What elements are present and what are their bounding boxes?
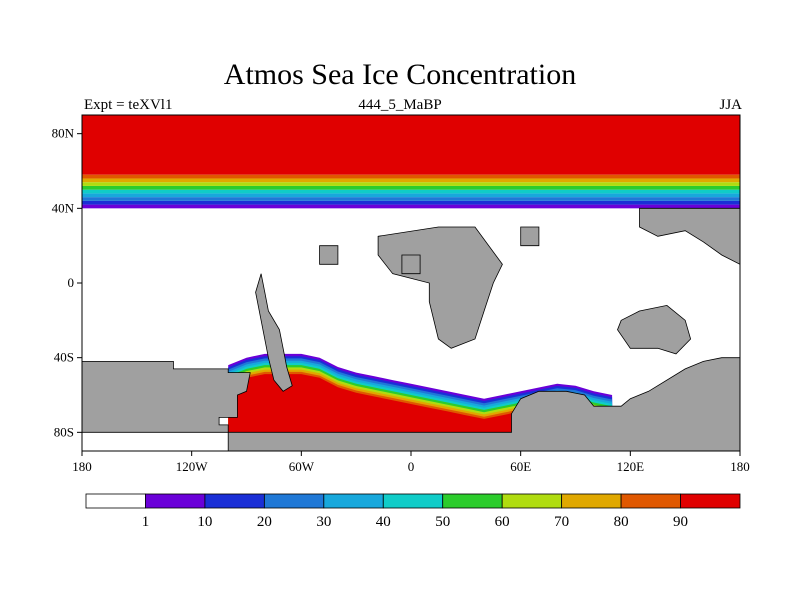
x-tick-label: 180 xyxy=(72,459,92,474)
colorbar-segment xyxy=(680,493,741,509)
x-tick-label: 60W xyxy=(289,459,315,474)
period-label: 444_5_MaBP xyxy=(358,97,442,113)
island-1 xyxy=(319,245,339,265)
north-ice-band-1 xyxy=(82,204,740,209)
colorbar-segment xyxy=(620,493,681,509)
colorbar-segment xyxy=(382,493,444,509)
island-2 xyxy=(520,226,540,247)
colorbar-segment xyxy=(561,493,622,509)
north-ice-band-4 xyxy=(82,193,740,198)
x-tick-label: 120W xyxy=(176,459,209,474)
season-label: JJA xyxy=(719,97,742,113)
y-tick-label: 80N xyxy=(52,126,75,141)
y-tick-label: 40N xyxy=(52,200,75,215)
chart-title: Atmos Sea Ice Concentration xyxy=(223,58,577,91)
colorbar-label: 30 xyxy=(316,514,331,530)
map-area xyxy=(82,115,740,451)
y-tick-label: 40S xyxy=(54,350,74,365)
x-tick-label: 60E xyxy=(510,459,531,474)
north-ice-band-8 xyxy=(82,178,740,183)
north-ice-band-3 xyxy=(82,197,740,201)
colorbar-segment xyxy=(501,493,563,509)
antarctica xyxy=(82,357,740,451)
x-tick-label: 180 xyxy=(730,459,750,474)
north-ice-band-7 xyxy=(82,182,740,186)
colorbar-label: 60 xyxy=(495,514,510,530)
colorbar-label: 20 xyxy=(257,514,272,530)
south-america xyxy=(255,273,293,392)
island-3 xyxy=(401,254,421,275)
colorbar-segment xyxy=(204,493,265,509)
north-ice-full xyxy=(82,115,740,175)
colorbar-label: 90 xyxy=(673,514,688,530)
colorbar: 1 10 20 30 40 50 60 70 80 90 xyxy=(85,493,741,530)
north-ice-band-6 xyxy=(82,185,740,190)
colorbar-segment xyxy=(442,493,503,509)
colorbar-label: 50 xyxy=(435,514,450,530)
y-tick-label: 0 xyxy=(68,275,75,290)
colorbar-segment xyxy=(145,493,206,509)
north-ice-band-5 xyxy=(82,189,740,194)
x-tick-label: 0 xyxy=(408,459,415,474)
x-tick-label: 120E xyxy=(617,459,645,474)
asia-fragment xyxy=(639,207,740,265)
experiment-label: Expt = teXVl1 xyxy=(84,97,173,113)
colorbar-segment xyxy=(323,493,384,509)
colorbar-label: 1 xyxy=(142,514,150,530)
australia xyxy=(617,304,692,355)
colorbar-segment xyxy=(263,493,325,509)
africa xyxy=(377,226,503,349)
y-tick-label: 80S xyxy=(54,424,74,439)
axes: 180 120W 60W 0 60E 120E 180 80N 40N 0 40S 80S xyxy=(52,126,750,474)
colorbar-label: 70 xyxy=(554,514,569,530)
colorbar-segment xyxy=(85,493,146,509)
north-ice-band-9 xyxy=(82,174,740,179)
colorbar-label: 80 xyxy=(614,514,629,530)
colorbar-label: 40 xyxy=(376,514,391,530)
north-ice-band-2 xyxy=(82,200,740,205)
colorbar-label: 10 xyxy=(197,514,212,530)
